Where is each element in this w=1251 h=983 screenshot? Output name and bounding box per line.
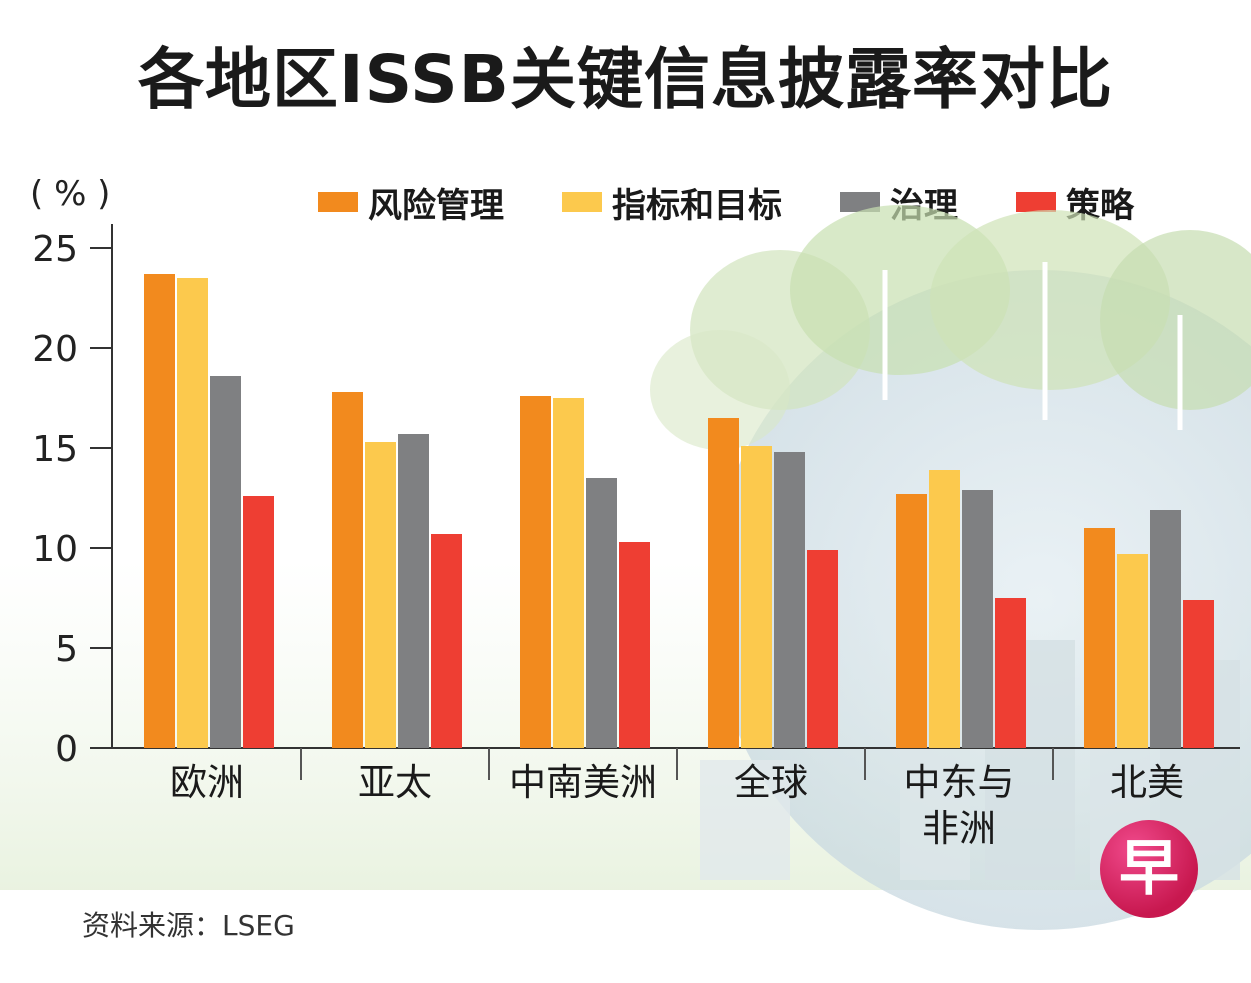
- bar-2-2: [365, 442, 396, 748]
- x-tick-label-line: 非洲: [922, 807, 996, 850]
- y-tick-label: 0: [55, 729, 78, 770]
- chart-title: 各地区ISSB关键信息披露率对比: [138, 41, 1113, 118]
- bar-2-3: [398, 434, 429, 748]
- legend-label: 指标和目标: [612, 185, 782, 226]
- bar-4-3: [774, 452, 805, 748]
- bar-5-3: [962, 490, 993, 748]
- x-tick-label-line: 全球: [734, 761, 808, 804]
- bar-3-2: [553, 398, 584, 748]
- y-tick-label: 5: [55, 629, 78, 670]
- bar-6-4: [1183, 600, 1214, 748]
- x-tick-label-line: 欧洲: [170, 761, 244, 804]
- bar-6-2: [1117, 554, 1148, 748]
- zaobao-logo: 早: [1100, 820, 1198, 918]
- legend-label: 风险管理: [368, 185, 504, 226]
- bar-6-3: [1150, 510, 1181, 748]
- bar-3-1: [520, 396, 551, 748]
- x-tick-label: 中南美洲: [489, 760, 677, 806]
- bar-3-3: [586, 478, 617, 748]
- y-tick-label: 20: [32, 329, 78, 370]
- legend-swatch: [840, 192, 880, 212]
- y-tick-label: 15: [32, 429, 78, 470]
- logo-text: 早: [1119, 834, 1179, 904]
- x-tick-label: 亚太: [301, 760, 489, 806]
- bar-1-3: [210, 376, 241, 748]
- bar-3-4: [619, 542, 650, 748]
- bar-6-1: [1084, 528, 1115, 748]
- bar-4-2: [741, 446, 772, 748]
- source-note: 资料来源：LSEG: [82, 909, 295, 942]
- bar-4-4: [807, 550, 838, 748]
- x-tick-label-line: 中南美洲: [509, 761, 657, 804]
- y-tick-label: 25: [32, 229, 78, 270]
- y-tick-label: 10: [32, 529, 78, 570]
- legend-swatch: [318, 192, 358, 212]
- bar-1-2: [177, 278, 208, 748]
- legend-swatch: [562, 192, 602, 212]
- legend-item-2: 指标和目标: [562, 178, 782, 227]
- x-tick-label: 北美: [1053, 760, 1241, 806]
- x-tick-label: 欧洲: [113, 760, 301, 806]
- bar-5-1: [896, 494, 927, 748]
- x-tick-label-line: 亚太: [358, 761, 432, 804]
- x-tick-label: 全球: [677, 760, 865, 806]
- bar-1-1: [144, 274, 175, 748]
- x-tick-label: 中东与 非洲: [865, 760, 1053, 852]
- legend-item-1: 风险管理: [318, 178, 504, 227]
- x-tick-label-line: 中东与: [903, 761, 1015, 804]
- bar-4-1: [708, 418, 739, 748]
- x-tick-label-line: 北美: [1110, 761, 1184, 804]
- legend-swatch: [1016, 192, 1056, 212]
- bar-5-4: [995, 598, 1026, 748]
- bar-1-4: [243, 496, 274, 748]
- y-axis-unit: ( % ): [30, 174, 111, 214]
- bar-5-2: [929, 470, 960, 748]
- bar-2-4: [431, 534, 462, 748]
- bar-2-1: [332, 392, 363, 748]
